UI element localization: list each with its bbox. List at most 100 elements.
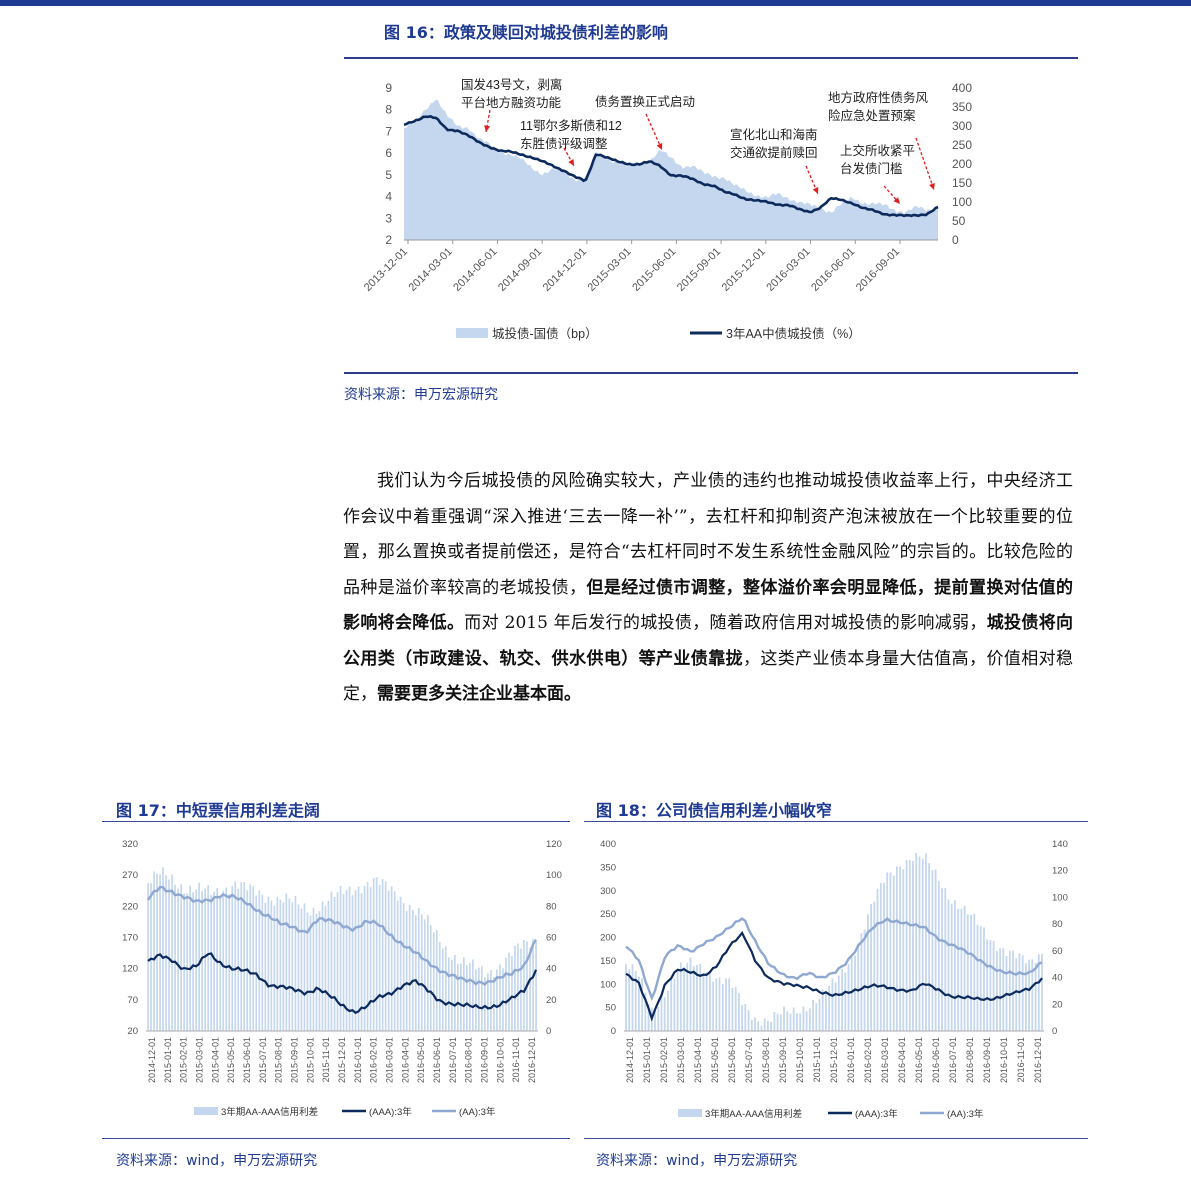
fig17-y-left-tick: 170: [122, 933, 138, 944]
fig16-y-right-tick: 350: [952, 100, 972, 114]
fig17-bar: [508, 952, 510, 1031]
fig17-bottom-rule: [102, 1138, 570, 1139]
fig18-source: 资料来源：wind，申万宏源研究: [596, 1153, 798, 1169]
fig17-x-tick: 2016-04-01: [400, 1037, 410, 1083]
fig18-bar: [950, 903, 953, 1031]
fig17-bar: [315, 913, 318, 1031]
fig16-y-right-tick: 100: [952, 195, 972, 209]
fig17-bar: [309, 915, 312, 1031]
fig16-area-spread: [404, 99, 938, 240]
fig18-bar: [876, 888, 879, 1031]
fig18-x-tick: 2015-05-01: [710, 1037, 720, 1083]
fig18-bar: [709, 972, 711, 1031]
fig18-bar: [825, 991, 827, 1031]
fig17-bar: [165, 875, 167, 1031]
fig17-bar: [282, 902, 285, 1031]
fig18-bar: [831, 978, 834, 1031]
fig16-y-right-tick: 250: [952, 138, 972, 152]
fig18-x-tick: 2016-12-01: [1033, 1037, 1043, 1083]
para-text-1: 我们认为今后城投债的风险确实较大，产业债的违约也推动城投债收益率上行，中央经济工…: [343, 471, 1073, 598]
fig18-bar: [850, 955, 853, 1031]
fig18-bar: [750, 1020, 753, 1031]
fig18-x-tick: 2015-01-01: [642, 1037, 652, 1083]
fig18-bar: [1021, 955, 1024, 1031]
fig16-annotation-arrowhead: [568, 159, 574, 166]
fig17-bar: [378, 884, 381, 1031]
fig17-bar: [252, 886, 255, 1031]
fig17-bar: [342, 893, 345, 1031]
fig18-bar: [747, 1010, 750, 1031]
fig18-bar: [776, 1013, 779, 1031]
fig16-x-tick: 2013-12-01: [362, 246, 410, 294]
fig17-bar: [499, 964, 501, 1031]
fig18-bar: [792, 1007, 795, 1031]
fig18-top-rule: [584, 821, 1088, 822]
fig17-bar: [535, 941, 537, 1031]
fig18-legend-label-bar: 3年期AA-AAA信用利差: [705, 1108, 802, 1120]
fig18-bar: [679, 962, 682, 1031]
fig17-line-aa: [147, 886, 538, 986]
fig17-bar: [438, 942, 441, 1031]
fig16-x-tick: 2016-09-01: [854, 246, 902, 294]
fig18-bar: [805, 1011, 808, 1031]
fig18-y-left-tick: 400: [600, 839, 616, 850]
fig18-bar: [979, 926, 982, 1031]
fig17-bar: [514, 945, 516, 1031]
fig18-bar: [725, 978, 727, 1031]
fig18-bar: [689, 957, 692, 1031]
fig16-x-tick: 2015-09-01: [675, 246, 723, 294]
fig17-y-left-tick: 220: [122, 901, 138, 912]
fig16-annotation-arrow: [645, 113, 663, 151]
fig16-x-tick: 2016-03-01: [764, 246, 812, 294]
fig17-bar: [463, 957, 465, 1031]
fig16-annotation-arrowhead: [484, 125, 491, 132]
fig18-bar: [676, 970, 679, 1031]
fig17-x-tick: 2016-11-01: [511, 1037, 521, 1082]
fig17-bar: [285, 893, 288, 1031]
fig16-annotation-text: 交通欲提前赎回: [730, 145, 818, 160]
fig16-annotation-text: 险应急处置预案: [828, 108, 916, 123]
fig17-y-right-tick: 40: [546, 964, 557, 975]
fig18-y-left-tick: 250: [600, 909, 616, 920]
fig18-bar: [625, 964, 627, 1031]
fig17-bar: [447, 957, 450, 1031]
fig18-bar: [699, 964, 702, 1031]
fig18-bar: [770, 1022, 772, 1031]
fig17-bar: [408, 904, 411, 1031]
fig18-bar: [873, 901, 876, 1031]
fig17-bar: [180, 884, 182, 1031]
top-color-bar: [0, 0, 1191, 6]
fig18-bar: [812, 999, 814, 1031]
fig17-bar: [273, 905, 276, 1031]
fig17-source: 资料来源：wind，申万宏源研究: [116, 1153, 318, 1169]
fig17-legend-label-aaa: (AAA):3年: [369, 1106, 412, 1118]
fig17-y-left-tick: 70: [127, 995, 138, 1006]
fig17-bar: [529, 947, 531, 1031]
fig18-bar: [928, 863, 930, 1031]
fig17-bar: [517, 943, 519, 1031]
fig17-bar: [153, 871, 155, 1031]
fig18-bar: [715, 978, 718, 1031]
fig18-bar: [738, 993, 740, 1031]
fig16-annotation-text: 宣化北山和海南: [730, 127, 818, 142]
fig18-x-tick: 2015-12-01: [829, 1037, 839, 1083]
fig17-x-tick: 2016-12-01: [527, 1037, 537, 1083]
fig17-bar: [297, 904, 300, 1031]
fig18-x-tick: 2015-11-01: [812, 1037, 822, 1082]
fig18-bar: [657, 1007, 660, 1031]
fig17-y-right-tick: 60: [546, 933, 557, 944]
fig18-bar: [744, 1003, 747, 1031]
fig18-x-tick: 2015-09-01: [778, 1037, 788, 1083]
fig18-bar: [941, 888, 943, 1031]
fig18-x-tick: 2016-05-01: [914, 1037, 924, 1083]
fig18-bar: [828, 985, 831, 1031]
fig18-bar: [673, 978, 676, 1031]
fig17-bar: [496, 969, 498, 1031]
fig18-y-left-tick: 150: [600, 956, 616, 967]
fig18-bar: [1012, 951, 1014, 1031]
fig17-bar: [231, 886, 234, 1031]
fig18-bar: [1034, 962, 1037, 1031]
fig16-annotation-text: 上交所收紧平: [840, 143, 915, 158]
fig18-bar: [731, 988, 734, 1031]
fig18-x-tick: 2016-09-01: [982, 1037, 992, 1083]
